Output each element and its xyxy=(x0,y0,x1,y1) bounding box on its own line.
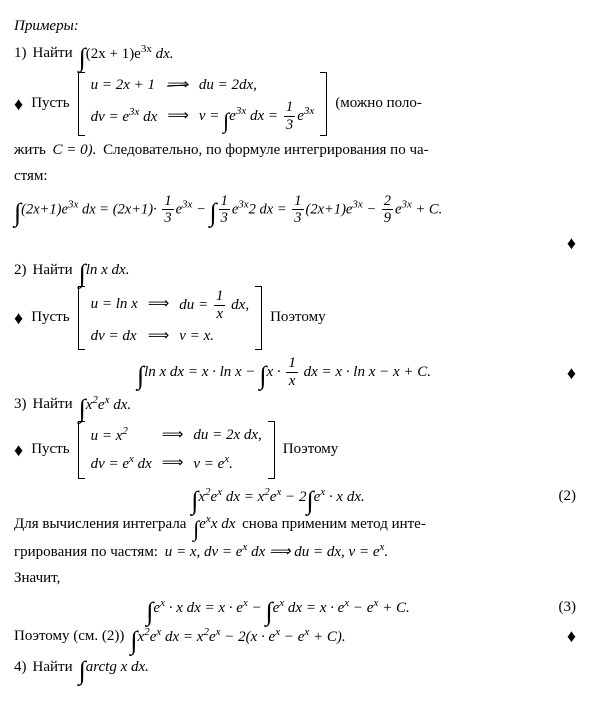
diamond-icon: ♦ xyxy=(567,360,576,386)
therefore-label: Поэтому xyxy=(283,439,339,461)
implies-icon: ⟹ xyxy=(167,75,189,97)
reuse-parts-line2: грирования по частям: u = x, dv = ex dx … xyxy=(14,540,576,564)
ex2-sub-row: ♦ Пусть u = ln x ⟹ du = 1x dx, dv = dx ⟹… xyxy=(14,286,576,351)
ex1-result: ∫(2x+1)e3x dx = (2x+1)· 13e3x − ∫13e3x2 … xyxy=(14,194,576,226)
ex3-sub-row: ♦ Пусть u = x2 ⟹ du = 2x dx, dv = ex dx … xyxy=(14,421,576,479)
diamond-icon: ♦ xyxy=(14,305,23,331)
eq-number: (2) xyxy=(542,486,576,508)
final-line: Поэтому (см. (2)) ∫x2ex dx = x2ex − 2(x … xyxy=(14,623,576,649)
let-label: Пусть xyxy=(31,307,69,329)
implies-icon: ⟹ xyxy=(162,453,184,475)
implies-icon: ⟹ xyxy=(162,425,184,447)
let-label: Пусть xyxy=(31,439,69,461)
therefore-label: Поэтому xyxy=(270,307,326,329)
implies-icon: ⟹ xyxy=(148,294,170,316)
ex1-num: 1) xyxy=(14,43,27,65)
example-2-prompt: 2) Найти ∫ln x dx. xyxy=(14,260,576,282)
find-label: Найти xyxy=(33,657,73,679)
reuse-parts-line1: Для вычисления интеграла ∫exx dx снова п… xyxy=(14,512,576,536)
ex4-integral: ∫arctg x dx. xyxy=(79,657,149,679)
implies-icon: ⟹ xyxy=(167,106,189,128)
ex1-followup: жить C = 0). Следовательно, по формуле и… xyxy=(14,140,576,162)
diamond-icon: ♦ xyxy=(567,230,576,256)
find-label: Найти xyxy=(33,394,73,416)
diamond-icon: ♦ xyxy=(567,623,576,649)
examples-heading: Примеры: xyxy=(14,16,576,38)
ex3-integral: ∫x2ex dx. xyxy=(79,393,132,417)
ex2-num: 2) xyxy=(14,260,27,282)
example-3-prompt: 3) Найти ∫x2ex dx. xyxy=(14,393,576,417)
can-put-a: (можно поло- xyxy=(335,93,422,115)
ex3-result: ∫x2ex dx = x2ex − 2∫ex · x dx. (2) xyxy=(14,485,576,509)
page: Примеры: 1) Найти ∫(2x + 1)e3x dx. ♦ Пус… xyxy=(0,0,590,723)
therefore-see: Поэтому (см. (2)) xyxy=(14,626,124,648)
let-label: Пусть xyxy=(31,93,69,115)
find-label: Найти xyxy=(33,43,73,65)
hence-label: Значит, xyxy=(14,568,576,590)
ex3-substitution: u = x2 ⟹ du = 2x dx, dv = ex dx ⟹ v = ex… xyxy=(78,421,275,479)
ex1-integral: ∫(2x + 1)e3x dx. xyxy=(79,42,174,66)
find-label: Найти xyxy=(33,260,73,282)
implies-icon: ⟹ xyxy=(148,326,170,348)
final-equation: ∫x2ex dx = x2ex − 2(x · ex − ex + C). xyxy=(130,625,560,649)
ex2-integral: ∫ln x dx. xyxy=(79,260,130,282)
ex1-followup-2: стям: xyxy=(14,166,576,188)
example-1-prompt: 1) Найти ∫(2x + 1)e3x dx. xyxy=(14,42,576,66)
eq3: ∫ex · x dx = x · ex − ∫ex dx = x · ex − … xyxy=(14,596,576,620)
ex2-result: ∫ln x dx = x · ln x − ∫x · 1x dx = x · l… xyxy=(14,356,576,389)
example-4-prompt: 4) Найти ∫arctg x dx. xyxy=(14,657,576,679)
ex2-substitution: u = ln x ⟹ du = 1x dx, dv = dx ⟹ v = x. xyxy=(78,286,263,351)
ex1-substitution: u = 2x + 1 ⟹ du = 2dx, dv = e3x dx ⟹ v =… xyxy=(78,72,328,137)
ex4-num: 4) xyxy=(14,657,27,679)
eq-number: (3) xyxy=(542,597,576,619)
diamond-icon: ♦ xyxy=(14,91,23,117)
ex3-num: 3) xyxy=(14,394,27,416)
ex1-sub-row: ♦ Пусть u = 2x + 1 ⟹ du = 2dx, dv = e3x … xyxy=(14,72,576,137)
diamond-icon: ♦ xyxy=(14,437,23,463)
